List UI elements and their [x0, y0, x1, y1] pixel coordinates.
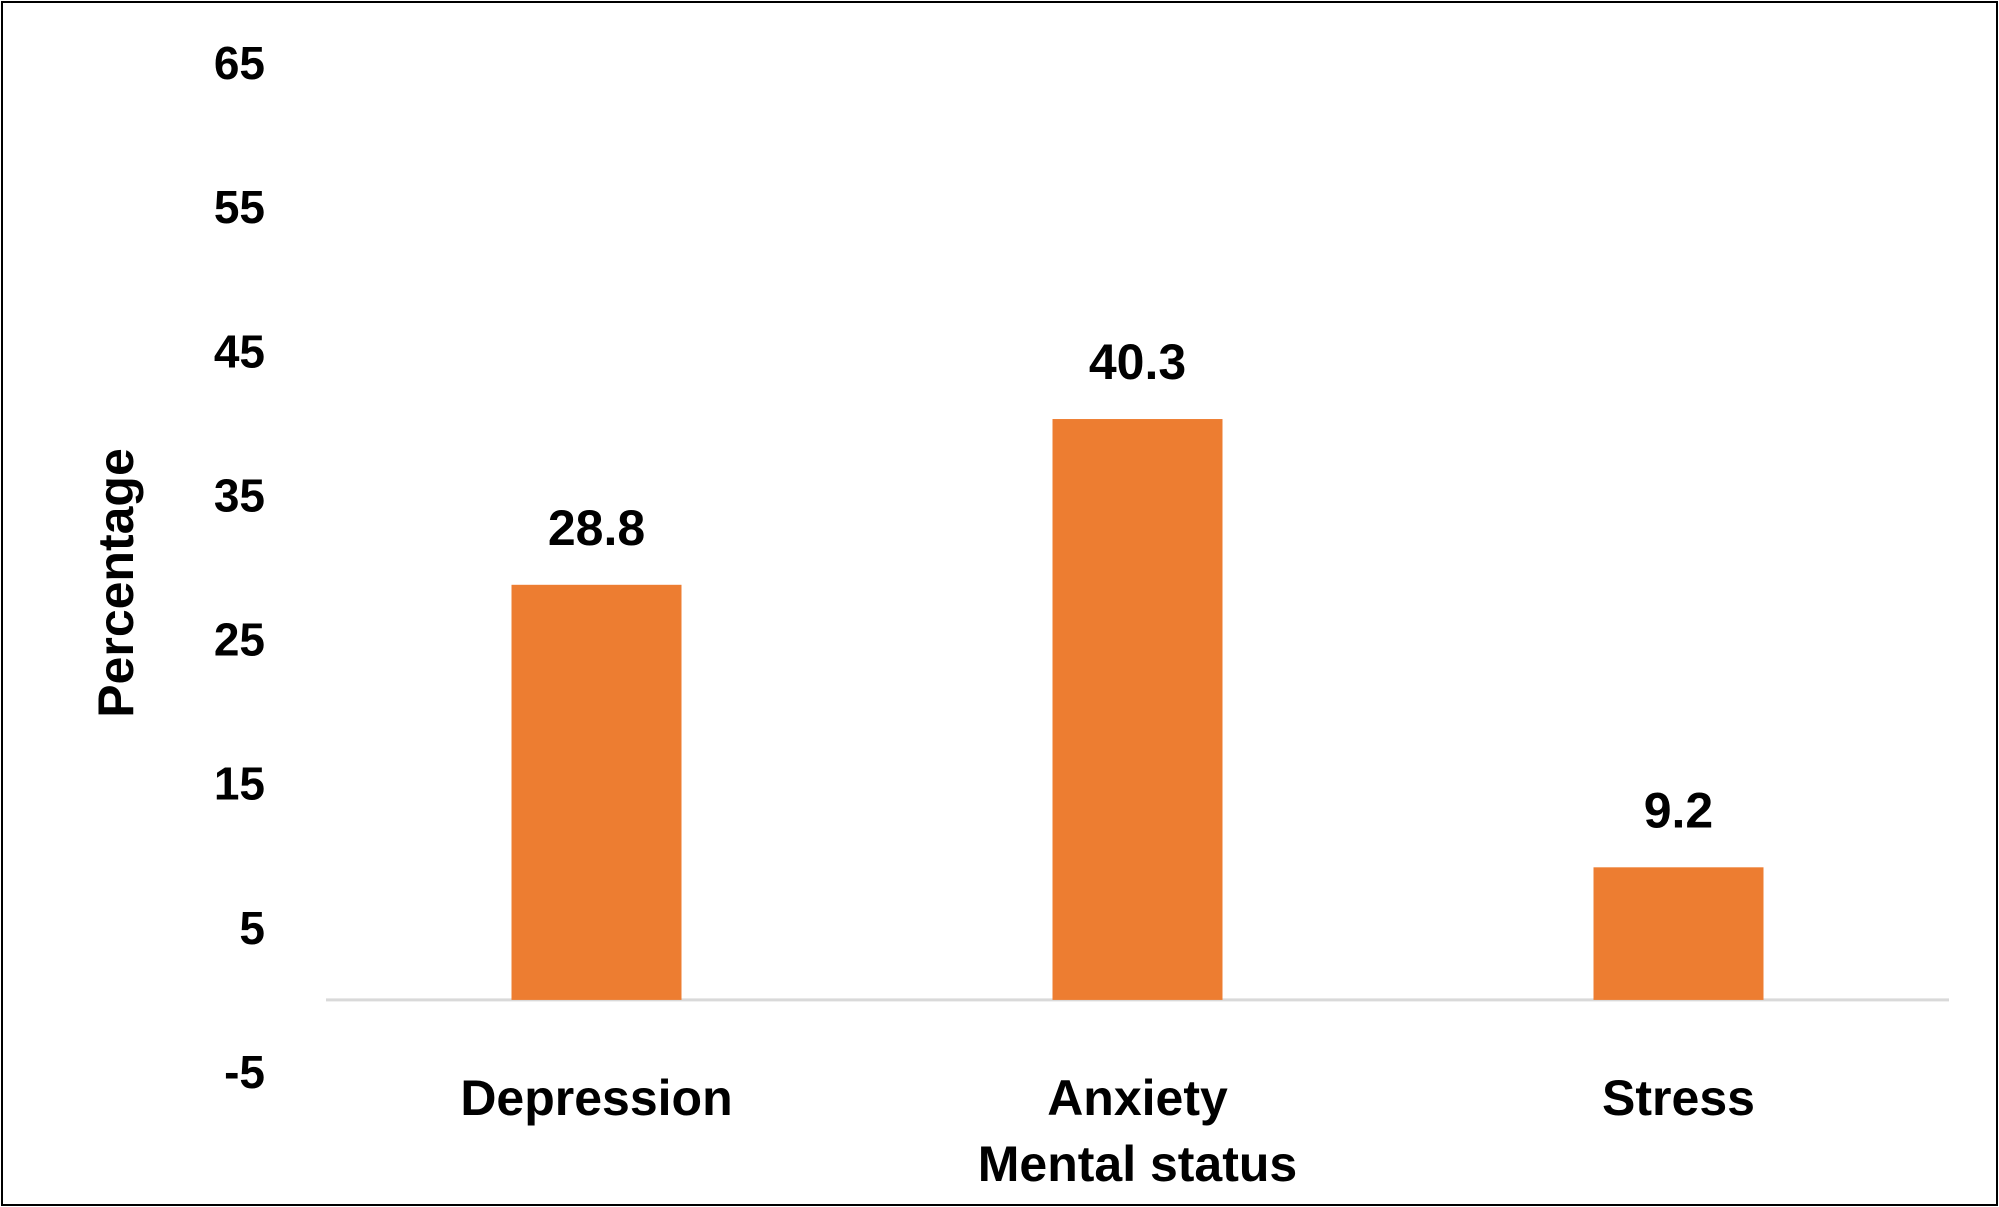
y-axis-title: Percentage [88, 448, 144, 718]
y-tick-label: 5 [239, 902, 265, 954]
y-tick-label: -5 [224, 1046, 265, 1098]
y-tick-label: 55 [214, 181, 265, 233]
y-tick-label: 45 [214, 325, 265, 377]
data-labels: 28.8 40.3 9.2 [548, 334, 1713, 838]
x-tick-label: Anxiety [1047, 1070, 1228, 1126]
bar-anxiety [1052, 419, 1223, 1000]
y-tick-label: 15 [214, 758, 265, 810]
y-tick-label: 65 [214, 37, 265, 89]
data-label: 28.8 [548, 500, 645, 556]
y-tick-label: 25 [214, 614, 265, 666]
y-axis-tick-labels: 65 55 45 35 25 15 5 -5 [214, 37, 265, 1098]
y-tick-label: 35 [214, 469, 265, 521]
x-tick-label: Stress [1602, 1070, 1755, 1126]
x-axis-title: Mental status [978, 1136, 1298, 1192]
bar-depression [511, 584, 682, 1000]
bar-series [511, 419, 1764, 1000]
x-axis-category-labels: Depression Anxiety Stress [460, 1070, 1755, 1126]
x-tick-label: Depression [460, 1070, 732, 1126]
data-label: 9.2 [1644, 782, 1714, 838]
bar-chart: 65 55 45 35 25 15 5 -5 28.8 40.3 9.2 Depression An… [88, 37, 1949, 1192]
bar-stress [1593, 867, 1764, 1000]
data-label: 40.3 [1089, 334, 1186, 390]
